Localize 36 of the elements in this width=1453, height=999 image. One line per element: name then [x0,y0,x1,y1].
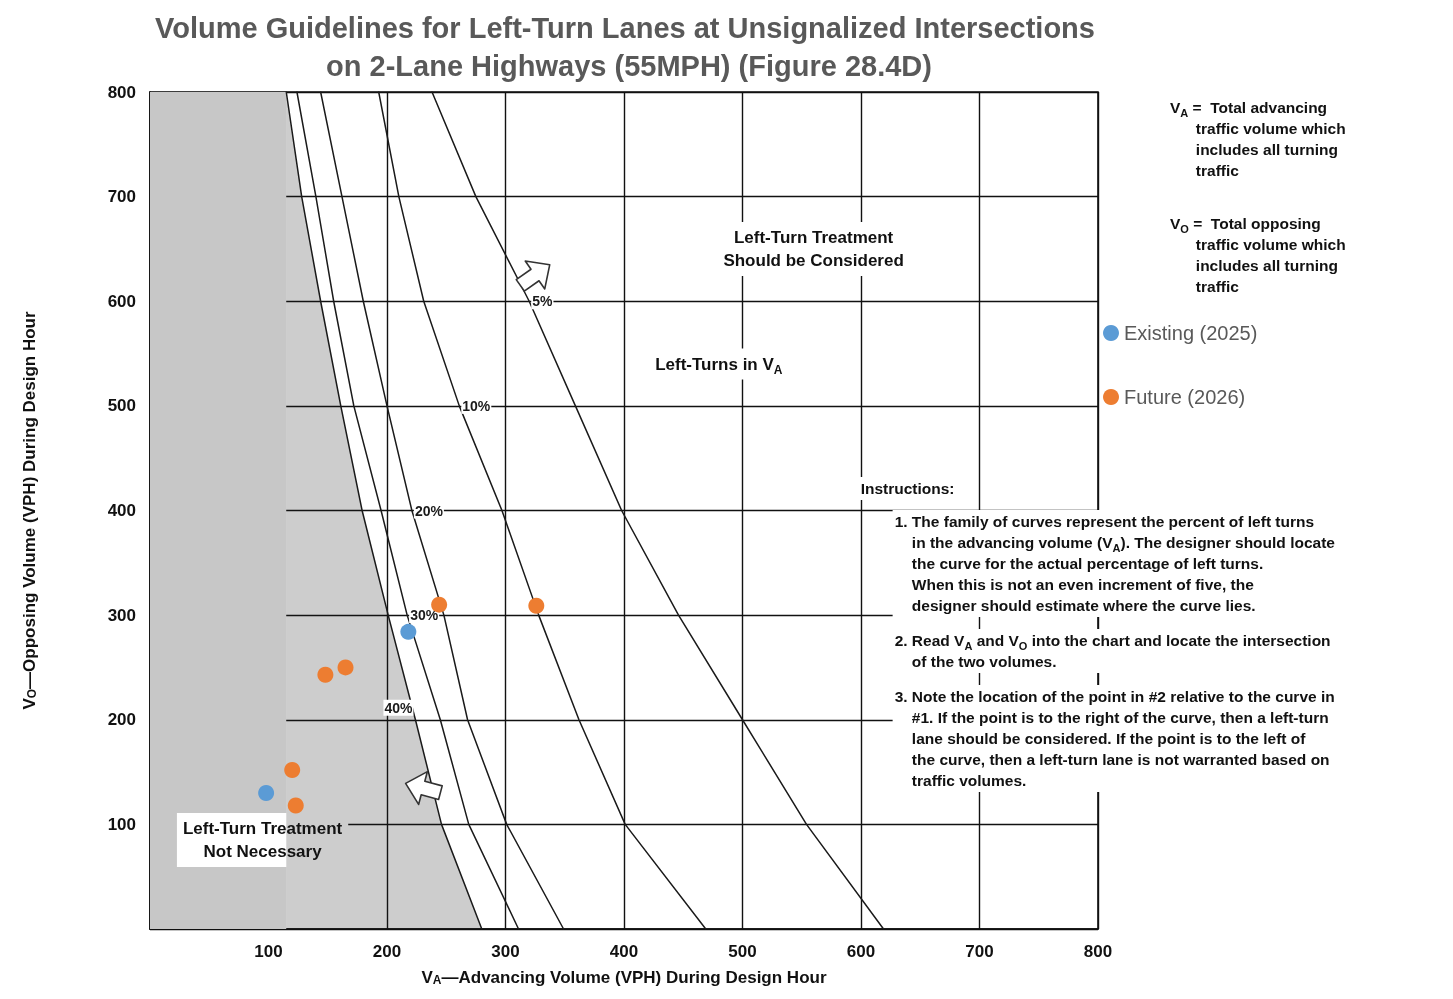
series-label: 5% [532,293,553,310]
x-tick-label: 500 [728,942,757,961]
x-tick-label: 800 [1083,942,1113,961]
chart-title: Volume Guidelines for Left-Turn Lanes at Unsignalized Intersections on 2-Lane Highways (55MPH) (Figure 28.4D) [154,12,1104,82]
point [317,666,334,683]
series-label: 20% [414,502,444,519]
series-label: 40% [384,699,413,716]
legend-label: Existing (2025) [1124,322,1258,344]
x-tick-label: 300 [491,942,520,961]
annotation: Instructions: [860,480,955,498]
y-tick-label: 800 [107,82,136,102]
annotation: Left-Turn Treatment Should be Considered [723,227,904,270]
point [284,761,301,778]
y-tick-label: 400 [107,501,136,520]
x-tick-label: 100 [254,942,283,961]
point [258,784,275,801]
point [337,659,354,676]
y-tick-label: 300 [107,605,136,625]
y-tick-label: 700 [107,187,136,207]
series-label: 10% [462,397,491,414]
y-tick-label: 200 [107,710,136,730]
x-tick-label: 700 [965,942,994,961]
legend-label: Future (2026) [1124,386,1246,408]
annotation: Left-Turn Treatment Not Necessary [182,819,343,862]
y-tick-label: 600 [107,291,136,311]
annotation: 3. Note the location of the point in #2 relative to the curve in #1. If the point is to the right of the curve, then a left-turn lane should be considered. If the point is to the left of the curve, then a left-turn lane is not warranted based on traffic volumes. [894,688,1335,790]
series-label: 30% [410,607,439,624]
y-tick-label: 100 [107,814,136,834]
point [400,623,417,640]
point [287,797,304,814]
point [528,597,545,614]
x-tick-label: 600 [846,942,876,961]
y-tick-label: 500 [107,396,136,416]
x-tick-label: 200 [372,942,402,961]
x-tick-label: 400 [609,942,639,961]
x-axis-title: VA—Advancing Volume (VPH) During Design Hour [421,968,827,987]
